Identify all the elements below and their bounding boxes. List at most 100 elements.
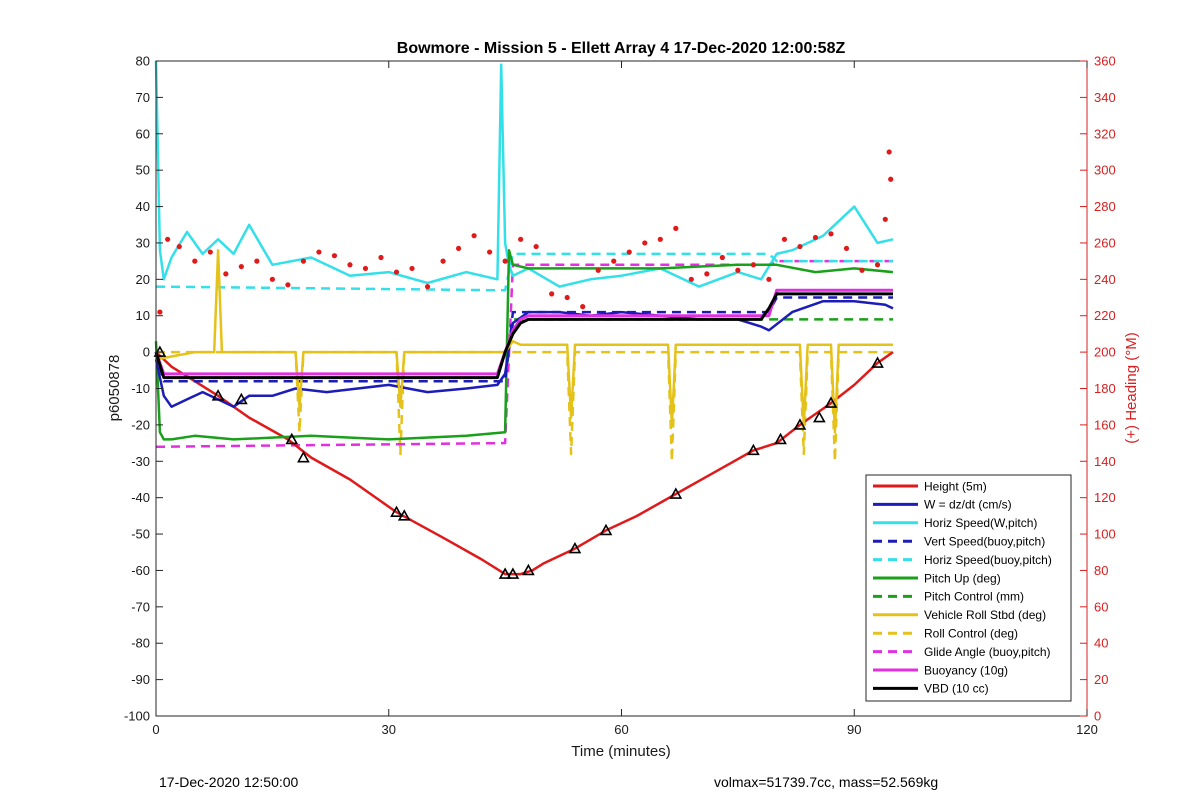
heading-point: [393, 269, 400, 275]
series-vert-speed-buoy-pitch: [154, 296, 893, 383]
y2-tick-label: 80: [1094, 563, 1108, 578]
legend-entry-label: Glide Angle (buoy,pitch): [924, 645, 1051, 659]
y-axis-right: 3603403203002802602402202001801601401201…: [1080, 54, 1116, 724]
y2-tick-label: 180: [1094, 381, 1116, 396]
y-tick-label: 50: [136, 163, 150, 178]
y-tick-label: -10: [131, 381, 150, 396]
heading-point: [254, 258, 260, 264]
x-tick-label: 90: [847, 722, 861, 737]
y-tick-label: 40: [136, 199, 150, 214]
heading-point: [165, 236, 171, 242]
legend-entry-label: Horiz Speed(W,pitch): [924, 516, 1037, 530]
heading-point: [642, 240, 648, 246]
legend-entry-label: Height (5m): [924, 479, 987, 493]
dive-marker: [599, 523, 613, 536]
heading-point: [378, 254, 384, 261]
heading-point: [440, 258, 446, 264]
heading-point: [626, 249, 632, 255]
y-tick-label: -90: [131, 672, 150, 687]
heading-point: [409, 265, 415, 272]
y-tick-label: 80: [136, 54, 150, 69]
series-horiz-speed-buoy-pitch: [155, 252, 893, 292]
heading-point: [487, 249, 493, 255]
heading-point: [735, 267, 741, 273]
legend: Height (5m) W = dz/dt (cm/s) Horiz Speed(W…: [865, 474, 1072, 702]
y2-tick-label: 20: [1094, 672, 1108, 687]
heading-point: [502, 258, 508, 264]
heading-point: [518, 236, 524, 242]
y-tick-label: 0: [143, 345, 150, 360]
heading-point: [331, 253, 338, 259]
heading-point: [704, 271, 710, 277]
legend-entry-label: Horiz Speed(buoy,pitch): [924, 553, 1052, 567]
heading-point: [176, 243, 182, 250]
heading-point: [797, 243, 803, 250]
series-vbd-10-cc: [154, 292, 893, 380]
legend-box: [865, 474, 1072, 702]
y2-axis-label: (+) Heading (°M): [1123, 332, 1140, 443]
y2-tick-label: 120: [1094, 490, 1116, 505]
y2-tick-label: 100: [1094, 527, 1116, 542]
heading-point: [455, 245, 462, 252]
dive-marker: [747, 443, 760, 456]
heading-point: [269, 276, 275, 282]
dive-marker: [390, 505, 403, 518]
heading-point: [750, 262, 756, 268]
y2-tick-label: 60: [1094, 599, 1108, 614]
heading-point: [549, 291, 555, 297]
y-tick-label: -70: [131, 599, 150, 614]
y-tick-label: -20: [131, 417, 150, 432]
heading-point: [362, 265, 369, 272]
heading-point: [812, 234, 819, 241]
y-axis-label: p6050878: [106, 355, 123, 422]
x-axis: 0 30 60 90 120: [152, 61, 1098, 737]
legend-entry-label: Vehicle Roll Stbd (deg): [924, 608, 1046, 622]
heading-point: [874, 262, 881, 268]
dive-marker: [234, 392, 248, 405]
y-tick-label: 70: [136, 90, 150, 105]
heading-point: [828, 231, 834, 237]
legend-entry-label: Vert Speed(buoy,pitch): [924, 535, 1045, 549]
y2-tick-label: 0: [1094, 709, 1101, 724]
dive-marker: [285, 432, 299, 445]
heading-point: [888, 176, 894, 182]
heading-point: [766, 276, 772, 282]
heading-point: [223, 271, 229, 277]
series-w-dz-dt-cm-s: [154, 299, 894, 408]
dive-marker: [774, 432, 787, 445]
heading-point: [347, 262, 353, 268]
heading-points: [157, 149, 894, 315]
legend-entry-label: Roll Control (deg): [924, 627, 1018, 641]
y2-tick-label: 140: [1094, 454, 1116, 469]
heading-point: [157, 309, 163, 315]
heading-point: [533, 243, 539, 250]
heading-point: [859, 267, 865, 273]
y2-tick-label: 220: [1094, 308, 1116, 323]
x-axis-label: Time (minutes): [571, 743, 670, 760]
series-height-5m: [155, 351, 894, 576]
legend-entry-label: Pitch Up (deg): [924, 571, 1001, 585]
x-tick-label: 30: [382, 722, 396, 737]
y2-tick-label: 280: [1094, 199, 1116, 214]
dive-marker: [824, 396, 838, 408]
chart-title: Bowmore - Mission 5 - Ellett Array 4 17-…: [397, 40, 846, 57]
heading-point: [843, 245, 850, 252]
dive-marker: [871, 356, 884, 368]
y-tick-label: 20: [136, 272, 150, 287]
legend-entry-label: Pitch Control (mm): [924, 590, 1024, 604]
y2-tick-label: 320: [1094, 126, 1116, 141]
heading-point: [471, 233, 477, 239]
y2-tick-label: 160: [1094, 417, 1116, 432]
heading-point: [300, 258, 307, 264]
dive-marker: [568, 541, 582, 554]
dive-marker: [297, 450, 310, 463]
x-tick-label: 0: [152, 722, 159, 737]
dive-marker: [498, 567, 512, 579]
series-vehicle-roll-stbd-deg: [155, 248, 893, 434]
heading-point: [285, 282, 291, 288]
heading-point: [316, 249, 322, 255]
y2-tick-label: 240: [1094, 272, 1116, 287]
legend-entry-label: VBD (10 cc): [924, 682, 989, 696]
heading-point: [192, 258, 198, 264]
